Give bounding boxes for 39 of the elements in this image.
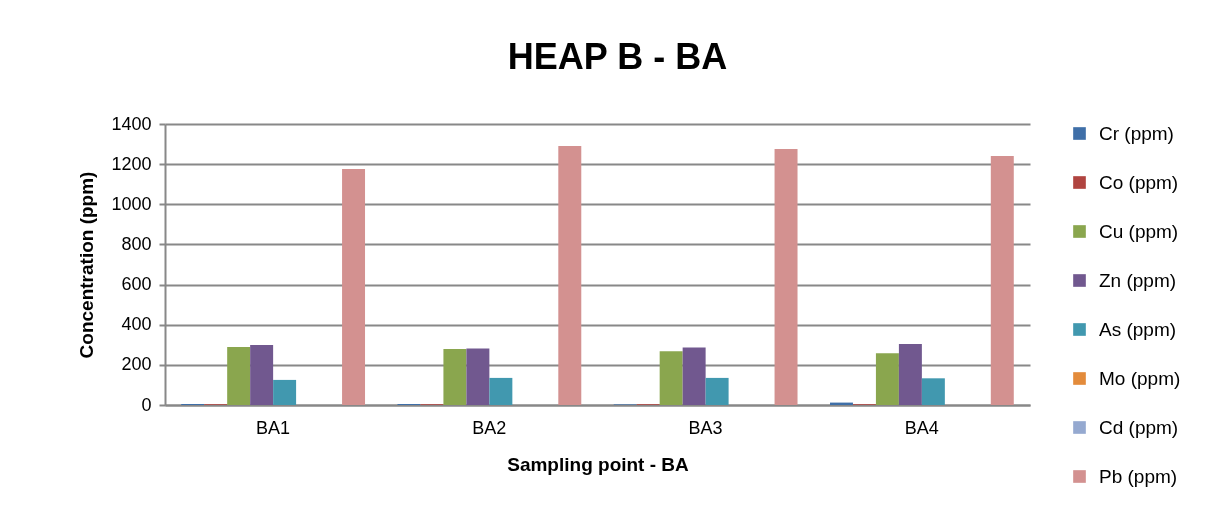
y-axis-title: Concentration (ppm): [76, 171, 98, 359]
legend-label: Cr (ppm): [1099, 122, 1174, 144]
bar: [705, 377, 729, 405]
x-tick-label: BA1: [256, 417, 291, 438]
bar: [342, 168, 366, 405]
x-tick-label: BA3: [688, 417, 723, 438]
legend-label: As (ppm): [1099, 318, 1177, 340]
bar: [489, 377, 513, 405]
legend-label: Cu (ppm): [1099, 220, 1179, 242]
bar: [250, 344, 274, 405]
bar: [273, 379, 297, 405]
bar: [659, 351, 683, 405]
y-tick-label: 0: [141, 394, 152, 415]
legend-label: Zn (ppm): [1099, 269, 1177, 291]
y-tick-label: 200: [121, 354, 152, 375]
x-tick-label: BA4: [904, 417, 939, 438]
x-axis-title: Sampling point - BA: [507, 453, 690, 475]
bar: [443, 349, 467, 405]
bar: [682, 347, 706, 405]
bar: [898, 343, 922, 405]
bar: [227, 346, 251, 405]
y-tick-label: 800: [121, 233, 152, 254]
y-tick-label: 1000: [111, 193, 152, 214]
bar: [466, 348, 490, 405]
x-tick-label: BA2: [472, 417, 507, 438]
bar: [558, 146, 582, 405]
y-tick-label: 400: [121, 314, 152, 335]
bar: [774, 149, 798, 405]
y-tick-label: 1400: [111, 113, 152, 134]
bar: [921, 378, 945, 405]
legend-label: Mo (ppm): [1099, 367, 1181, 389]
y-tick-label: 1200: [111, 153, 152, 174]
legend-label: Cd (ppm): [1099, 416, 1179, 438]
legend-label: Pb (ppm): [1099, 465, 1178, 487]
legend-label: Co (ppm): [1099, 171, 1179, 193]
bar: [875, 353, 899, 405]
bar: [990, 155, 1014, 405]
y-tick-label: 600: [121, 274, 152, 295]
chart-title: HEAP B - BA: [507, 36, 728, 77]
